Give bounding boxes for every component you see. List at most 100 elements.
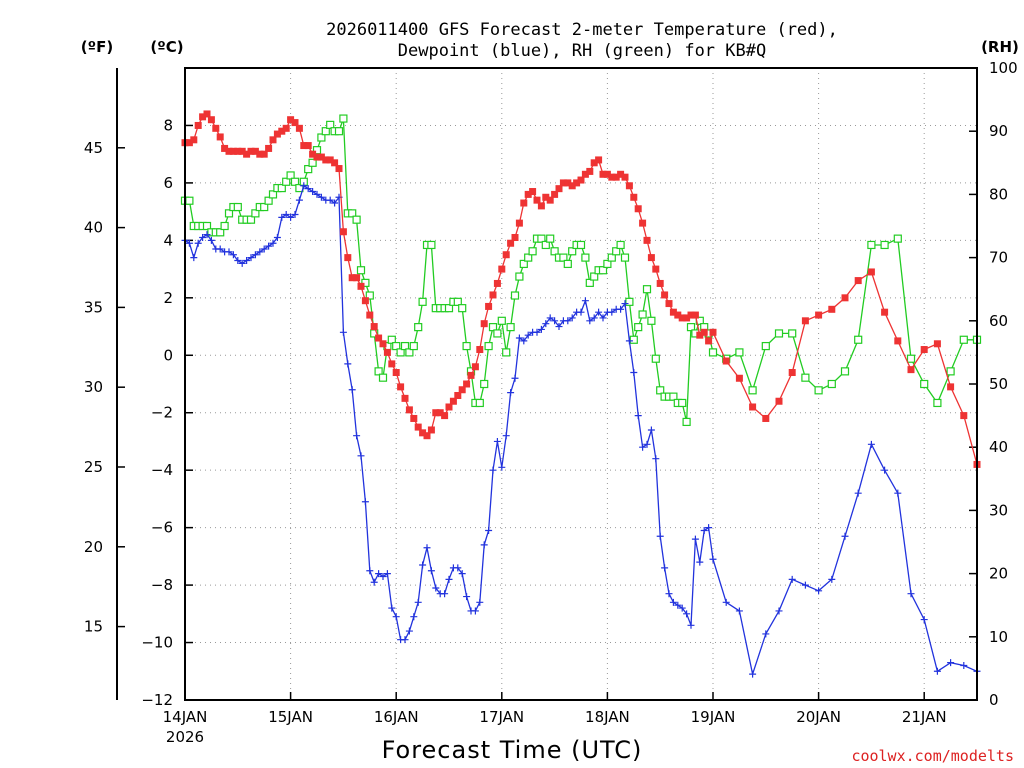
series-line	[185, 118, 977, 423]
time-tick-label: 15JAN	[268, 708, 313, 726]
fahrenheit-tick-label: 40	[84, 219, 103, 237]
dewpoint-point	[383, 570, 391, 578]
rh-point	[356, 266, 366, 275]
fahrenheit-axis: 15 20 25 30 35 40 45	[84, 139, 125, 636]
rh-point	[708, 348, 718, 357]
dewpoint-point	[546, 314, 554, 322]
rh-point	[317, 133, 326, 142]
time-tick-label: 14JAN	[163, 708, 208, 726]
dewpoint-point	[199, 233, 207, 241]
temperature-point	[854, 277, 862, 285]
rh-point	[840, 367, 850, 376]
dewpoint-point	[375, 570, 383, 578]
rh-point	[867, 240, 876, 250]
temperature-point	[397, 383, 405, 391]
dewpoint-point	[788, 575, 796, 583]
dewpoint-point	[564, 317, 572, 325]
dewpoint-point	[665, 590, 673, 598]
dewpoint-point	[300, 182, 308, 190]
rh-point	[612, 247, 621, 256]
dewpoint-point	[256, 248, 264, 256]
dewpoint-point	[735, 607, 743, 615]
temperature-point	[278, 127, 286, 135]
dewpoint-point	[586, 317, 594, 325]
rh-point	[959, 335, 968, 344]
celsius-tick-label: 6	[163, 174, 173, 192]
fahrenheit-tick-label: 35	[84, 298, 103, 316]
rh-point	[246, 215, 256, 224]
rh-point	[537, 234, 546, 243]
temperature-point	[458, 386, 466, 394]
temperature-point	[652, 265, 660, 273]
dewpoint-point	[427, 567, 435, 575]
fahrenheit-tick-label: 25	[84, 458, 103, 476]
dewpoint-point	[520, 337, 528, 345]
temperature-point	[238, 147, 246, 155]
dewpoint-point	[392, 613, 400, 621]
temperature-point	[313, 153, 321, 161]
rh-point	[334, 127, 344, 136]
rh-point	[647, 316, 656, 325]
dewpoint-point	[775, 607, 783, 615]
dewpoint-point	[947, 659, 955, 667]
time-tick-label: 20JAN	[796, 708, 841, 726]
dewpoint-point	[207, 236, 215, 244]
temperature-point	[379, 340, 387, 348]
celsius-axis-unit: (ºC)	[150, 38, 183, 56]
rh-point	[506, 323, 515, 332]
celsius-tick-label: −10	[141, 634, 173, 652]
time-axis: 14JAN 2026 15JAN 16JAN 17JAN 18JAN 19JAN 20JAN 2…	[163, 692, 947, 746]
dewpoint-point	[454, 564, 462, 572]
dewpoint-point	[815, 587, 823, 595]
rh-point	[400, 341, 410, 351]
temperature-point	[436, 409, 444, 417]
temperature-point	[524, 190, 532, 198]
temperature-point	[586, 167, 594, 175]
rh-point	[559, 253, 568, 262]
temperature-point	[414, 423, 422, 431]
rh-point	[304, 165, 313, 174]
rh-point	[387, 335, 396, 344]
temperature-point	[502, 251, 510, 259]
series-line	[185, 113, 978, 465]
dewpoint-point	[419, 561, 427, 569]
temperature-point	[881, 308, 889, 316]
rh-tick-label: 50	[989, 375, 1008, 393]
dewpoint-point	[432, 584, 440, 592]
temperature-point	[709, 328, 717, 336]
temperature-point	[194, 121, 202, 129]
rh-point	[268, 190, 278, 199]
fahrenheit-tick-label: 15	[84, 618, 103, 636]
dewpoint-point	[533, 328, 541, 336]
temperature-point	[449, 397, 457, 405]
rh-point	[656, 386, 665, 395]
temperature-point	[467, 371, 475, 379]
rh-point	[480, 379, 489, 389]
rh-point	[616, 240, 625, 250]
rh-point	[576, 240, 586, 250]
fahrenheit-tick-label: 30	[84, 378, 103, 396]
rh-point	[682, 417, 691, 427]
rh-point	[493, 329, 502, 338]
rh-tick-label: 90	[989, 122, 1008, 140]
temperature-point	[687, 311, 695, 319]
dewpoint-point	[278, 213, 286, 221]
rh-point	[590, 272, 599, 281]
temperature-point	[617, 170, 625, 178]
temperature-point	[683, 314, 691, 322]
dewpoint-point	[581, 297, 589, 305]
rh-point	[339, 114, 348, 123]
dewpoint-point	[463, 593, 471, 601]
credit-text: coolwx.com/modelts	[851, 747, 1014, 765]
temperature-point	[665, 300, 673, 308]
temperature-point	[207, 116, 215, 124]
temperature-point	[674, 311, 682, 319]
temperature-point	[696, 331, 704, 339]
rh-point	[220, 221, 229, 231]
dewpoint-point	[485, 527, 493, 535]
dewpoint-point	[801, 581, 809, 589]
x-axis-label: Forecast Time (UTC)	[382, 736, 643, 764]
chart-title: 2026011400 GFS Forecast 2-meter Temperat…	[326, 20, 838, 61]
dewpoint-point	[247, 254, 255, 262]
